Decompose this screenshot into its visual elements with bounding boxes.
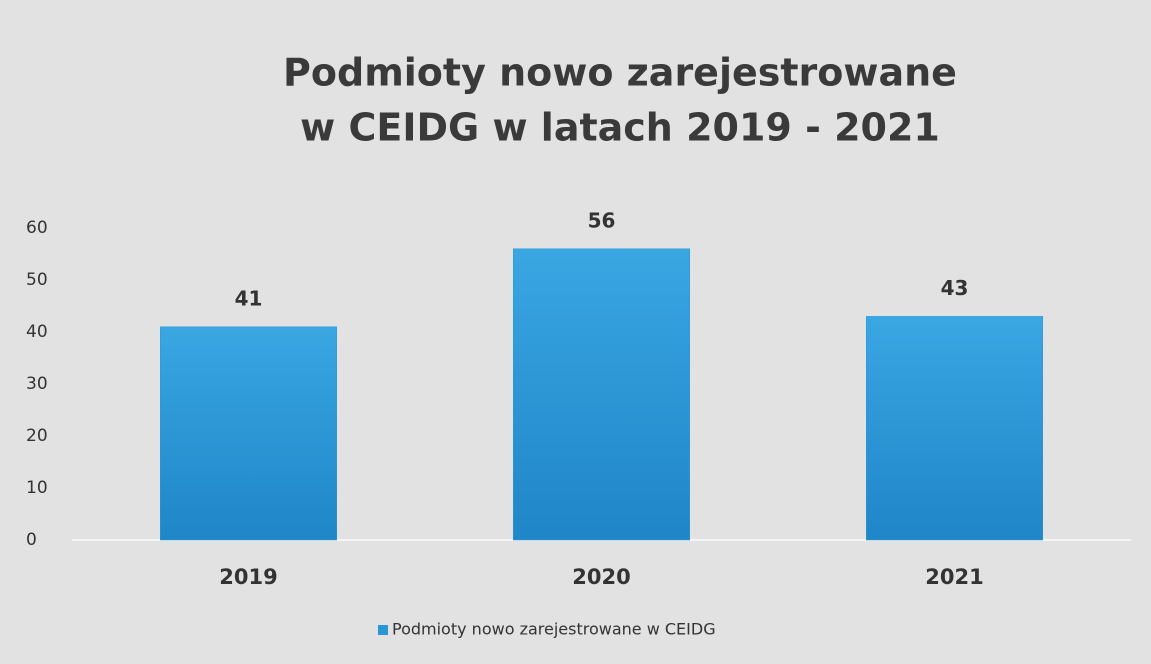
y-tick-label: 40 [26, 322, 48, 342]
y-tick-label: 60 [26, 218, 48, 238]
legend-label: Podmioty nowo zarejestrowane w CEIDG [392, 620, 716, 639]
y-tick-label: 30 [26, 374, 48, 394]
data-label: 41 [235, 286, 263, 310]
data-label: 43 [941, 276, 969, 300]
x-tick-label: 2020 [572, 565, 630, 589]
bar [160, 326, 337, 541]
chart-title: Podmioty nowo zarejestrowane [283, 51, 957, 95]
chart-title: w CEIDG w latach 2019 - 2021 [300, 106, 940, 150]
x-tick-label: 2021 [925, 565, 983, 589]
legend-swatch [378, 625, 388, 635]
bar [866, 316, 1043, 541]
bar [513, 248, 690, 541]
y-tick-label: 10 [26, 478, 48, 498]
y-tick-label: 20 [26, 426, 48, 446]
y-tick-label: 50 [26, 270, 48, 290]
x-tick-label: 2019 [219, 565, 277, 589]
y-tick-label: 0 [26, 530, 37, 550]
data-label: 56 [588, 208, 616, 232]
